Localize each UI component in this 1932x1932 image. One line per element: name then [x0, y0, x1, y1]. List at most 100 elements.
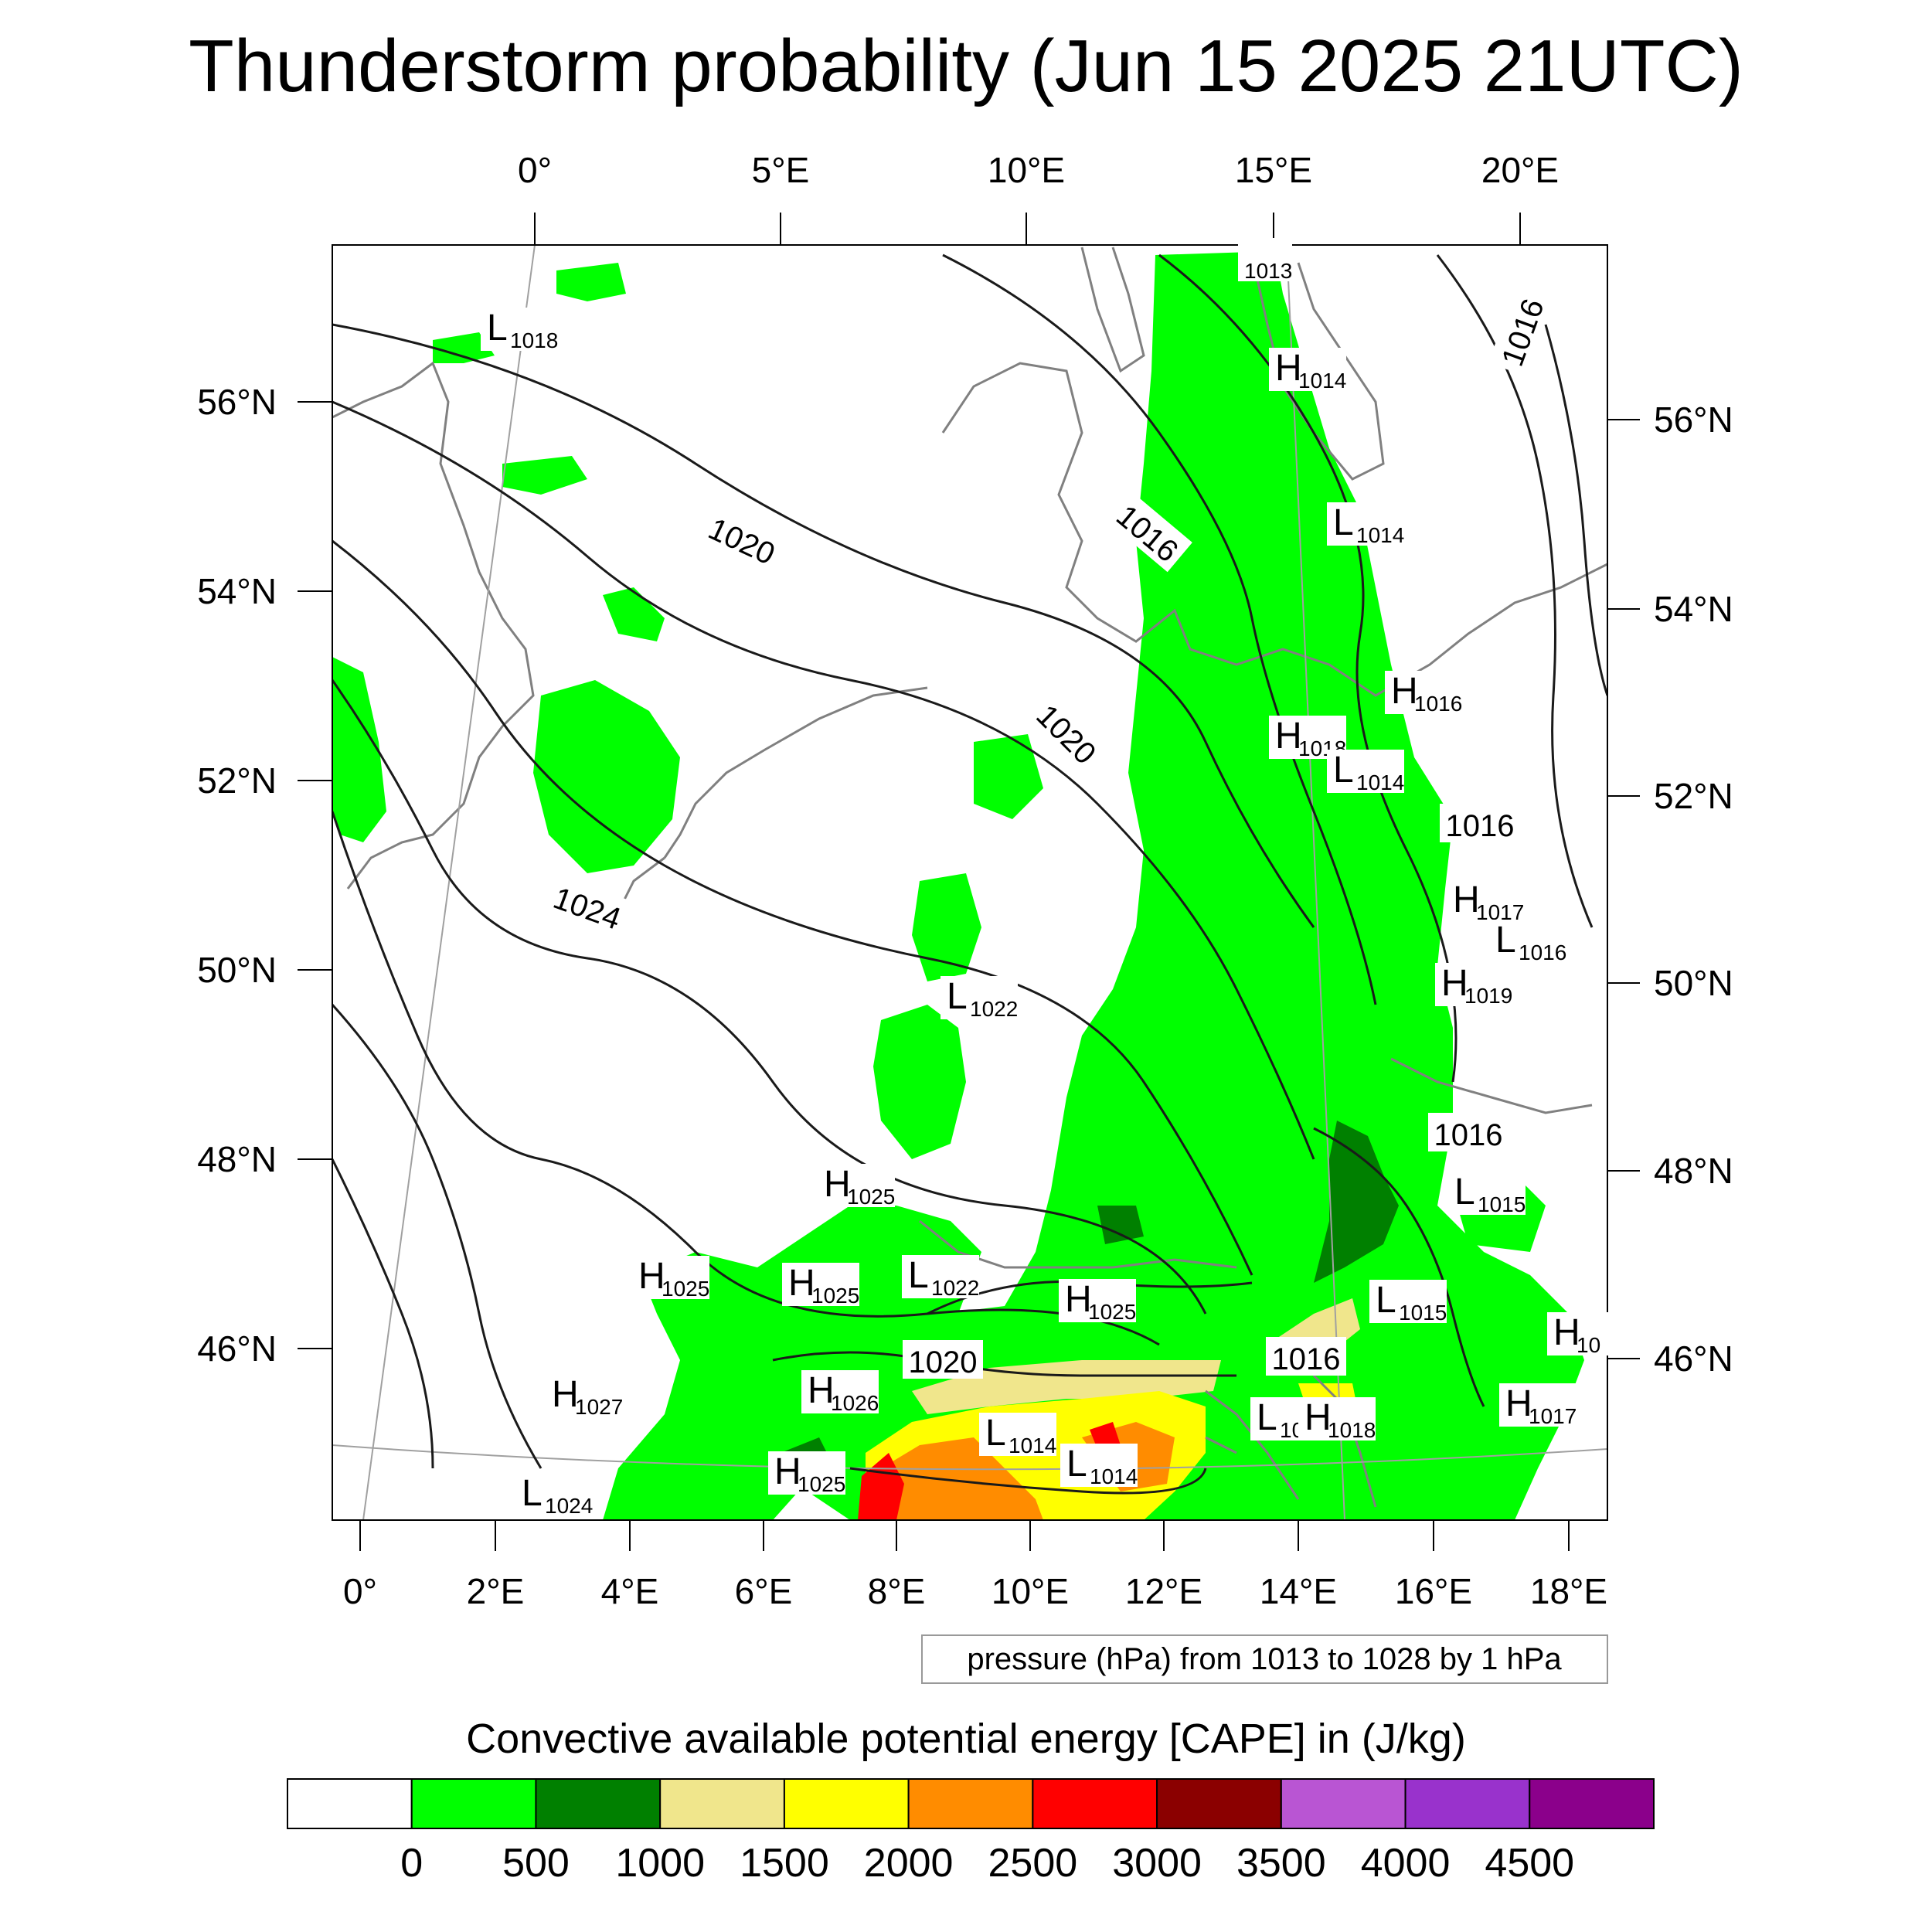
bottom-lon-label: 10°E: [992, 1571, 1069, 1611]
left-lat-label: 54°N: [197, 571, 277, 611]
svg-text:1014: 1014: [1090, 1464, 1138, 1488]
colorbar-swatch: [1404, 1778, 1531, 1829]
svg-text:1019: 1019: [1464, 984, 1512, 1008]
top-longitude-axis: 0° 5°E 10°E 15°E 20°E: [518, 150, 1559, 245]
cape-region-khaki2: [912, 1360, 1221, 1414]
right-lat-label: 50°N: [1654, 963, 1733, 1003]
cape-region-green-mid2: [912, 873, 981, 981]
cape-region-green-uk: [332, 657, 386, 842]
svg-text:H: H: [1441, 963, 1468, 1004]
svg-text:H: H: [1065, 1279, 1092, 1320]
pressure-center-label: 1013: [1238, 238, 1292, 283]
colorbar-label: 2000: [864, 1841, 954, 1886]
isobar-label: 1016: [1428, 1113, 1509, 1152]
svg-text:1025: 1025: [798, 1472, 845, 1496]
svg-text:1025: 1025: [1088, 1300, 1136, 1324]
colorbar-swatch: [1156, 1778, 1282, 1829]
bottom-lon-label: 2°E: [467, 1571, 525, 1611]
cape-region-darkgreen: [1314, 1121, 1399, 1283]
svg-text:1026: 1026: [831, 1391, 879, 1415]
colorbar-label: 0: [400, 1841, 423, 1886]
colorbar-swatch: [783, 1778, 910, 1829]
right-lat-label: 48°N: [1654, 1151, 1733, 1191]
bottom-lon-label: 6°E: [735, 1571, 793, 1611]
svg-text:L: L: [522, 1473, 543, 1514]
cape-region-green-north4: [603, 587, 665, 641]
cape-region-green-north3: [502, 456, 587, 495]
svg-text:1018: 1018: [1328, 1418, 1376, 1442]
colorbar-title: Convective available potential energy [C…: [466, 1716, 1466, 1762]
cape-region-green-mid: [873, 1005, 966, 1159]
svg-text:1014: 1014: [1009, 1434, 1056, 1458]
pressure-center-label: L 1014: [1060, 1444, 1138, 1488]
svg-text:H: H: [1275, 716, 1302, 757]
svg-text:L: L: [1454, 1172, 1475, 1213]
svg-text:1013: 1013: [1244, 259, 1292, 283]
isobar-label: 1020: [903, 1340, 983, 1379]
colorbar-label: 4500: [1485, 1841, 1574, 1886]
cape-region-red2: [1090, 1422, 1121, 1449]
svg-text:1017: 1017: [1529, 1404, 1577, 1428]
cape-region-green-mid3: [974, 734, 1043, 819]
svg-text:H: H: [774, 1451, 801, 1492]
svg-text:1027: 1027: [575, 1395, 623, 1419]
map-frame: [332, 244, 1608, 1521]
svg-text:H: H: [638, 1256, 665, 1297]
pressure-center-label: L 1015: [1448, 1172, 1526, 1216]
colorbar-label: 2500: [988, 1841, 1078, 1886]
svg-text:H: H: [824, 1164, 851, 1205]
pressure-center-label: L 1022: [902, 1255, 979, 1300]
svg-text:L: L: [908, 1255, 929, 1296]
cape-region-red: [858, 1453, 904, 1520]
svg-text:1024: 1024: [545, 1494, 593, 1518]
cape-region-orange: [873, 1437, 1043, 1520]
bottom-lon-label: 18°E: [1530, 1571, 1607, 1611]
colorbar-labels: 0 500 1000 1500 2000 2500 3000 3500 4000 4500: [400, 1841, 1574, 1886]
svg-text:H: H: [788, 1263, 815, 1304]
cape-region-darkgreen3: [1097, 1206, 1144, 1244]
svg-text:1016: 1016: [1272, 1342, 1341, 1376]
top-lon-label: 5°E: [752, 150, 810, 190]
colorbar-label: 1000: [615, 1841, 705, 1886]
bottom-lon-label: 8°E: [868, 1571, 926, 1611]
svg-text:10: 10: [1577, 1333, 1600, 1357]
pressure-center-label: L 1018: [481, 308, 558, 352]
svg-text:1016: 1016: [1414, 692, 1462, 716]
svg-text:H: H: [808, 1370, 835, 1411]
top-lon-label: 15°E: [1235, 150, 1312, 190]
svg-text:L: L: [1495, 920, 1516, 961]
left-lat-label: 50°N: [197, 950, 277, 990]
colorbar-label: 500: [502, 1841, 570, 1886]
isobars: [332, 253, 1607, 1495]
pressure-center-label: L 1024: [515, 1473, 593, 1518]
svg-text:H: H: [1453, 879, 1480, 920]
svg-text:L: L: [1066, 1444, 1087, 1485]
svg-text:H: H: [1553, 1312, 1580, 1353]
svg-text:1022: 1022: [931, 1276, 979, 1300]
pressure-center-label: L 1014: [1327, 750, 1404, 794]
colorbar-label: 4000: [1361, 1841, 1451, 1886]
svg-text:1022: 1022: [970, 997, 1018, 1021]
map-title: Thunderstorm probability (Jun 15 2025 21…: [189, 25, 1743, 107]
cape-region-green-north1: [433, 332, 495, 363]
svg-text:L: L: [1333, 750, 1354, 791]
pressure-center-label: L 1016: [1489, 920, 1566, 964]
left-latitude-axis: 56°N 54°N 52°N 50°N 48°N 46°N: [197, 382, 332, 1369]
svg-text:1016: 1016: [1519, 940, 1566, 964]
pressure-center-label: H10: [1547, 1312, 1624, 1357]
colorbar-swatch: [1280, 1778, 1406, 1829]
svg-text:1020: 1020: [909, 1345, 978, 1379]
svg-text:1014: 1014: [1356, 770, 1404, 794]
svg-text:1018: 1018: [510, 328, 558, 352]
bottom-lon-label: 16°E: [1395, 1571, 1472, 1611]
colorbar-swatch: [410, 1778, 537, 1829]
svg-text:1015: 1015: [1399, 1301, 1447, 1325]
